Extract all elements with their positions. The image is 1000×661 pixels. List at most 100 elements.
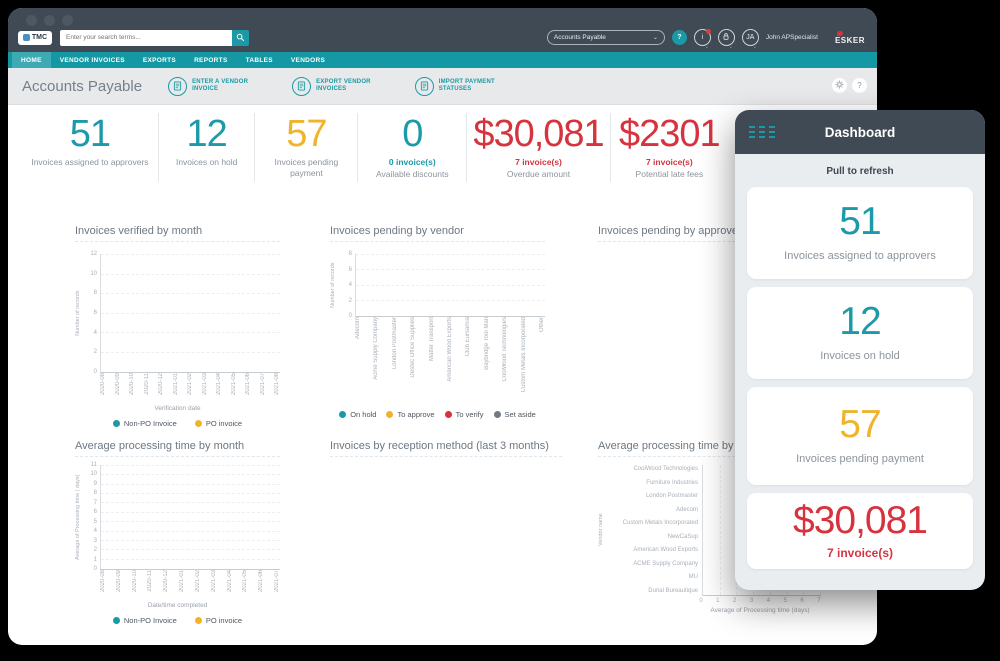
x-axis-label: Average of Processing time (days) — [710, 607, 810, 614]
kpi-item[interactable]: $2301 7 invoice(s) Potential late fees — [611, 113, 728, 182]
kpi-item[interactable]: 0 0 invoice(s) Available discounts — [358, 113, 468, 182]
legend-item: On hold — [339, 410, 376, 419]
action-label: ENTER A VENDOR INVOICE — [192, 78, 249, 93]
dashboard-card[interactable]: 51 Invoices assigned to approvers — [747, 187, 973, 279]
action-bar: Accounts Payable ENTER A VENDOR INVOICE … — [8, 68, 877, 105]
chart-legend: Non-PO Invoice PO invoice — [75, 419, 280, 428]
dashboard-card[interactable]: $30,081 7 invoice(s) — [747, 493, 973, 569]
avatar[interactable]: JA ⌄ — [741, 29, 759, 50]
search-icon — [236, 30, 245, 45]
legend-dot — [112, 420, 120, 427]
x-axis-ticks: 2020-08 2020-09 2020-10 2020-11 2020-12 2021-… — [100, 570, 280, 593]
dashboard-card[interactable]: 57 Invoices pending payment — [747, 387, 973, 485]
y-axis-ticks: 12 10 8 6 4 2 0 — [90, 251, 97, 375]
mobile-panel-body: Pull to refresh 51 Invoices assigned to … — [735, 154, 985, 569]
legend-item: PO invoice — [194, 616, 242, 625]
legend-dot — [339, 411, 347, 418]
kpi-item[interactable]: 57 Invoices pending payment — [255, 113, 359, 182]
kpi-value: 0 — [402, 113, 423, 155]
info-icon: i — [701, 34, 704, 41]
main-nav: HOME VENDOR INVOICES EXPORTS REPORTS TAB… — [8, 52, 877, 68]
card-value: 51 — [839, 200, 881, 244]
kpi-item[interactable]: 51 Invoices assigned to approvers — [22, 113, 159, 182]
dashboard-cards: 51 Invoices assigned to approvers 12 Inv… — [747, 187, 973, 569]
action-label: IMPORT PAYMENT STATUSES — [438, 78, 495, 93]
kpi-label: Available discounts — [375, 168, 449, 179]
kpi-value: 57 — [286, 113, 327, 155]
y-axis-label: Number of records — [75, 290, 81, 337]
invoice-icon — [292, 76, 312, 96]
chevron-down-icon: ⌄ — [752, 44, 757, 50]
legend-item: To approve — [386, 410, 435, 419]
y-axis-label: Average of Processing time ( days) — [75, 474, 81, 561]
chart-legend: Non-PO Invoice PO invoice — [75, 616, 280, 625]
chart-title: Invoices by reception method (last 3 mon… — [330, 440, 562, 457]
avatar-initials: JA — [746, 34, 755, 41]
legend-item: To verify — [444, 410, 484, 419]
kpi-value: 12 — [186, 113, 228, 155]
kpi-value: 51 — [69, 113, 111, 155]
chart-invoices-pending-by-vendor: Invoices pending by vendor Number of rec… — [330, 225, 545, 419]
user-name: John APSpecialist — [765, 34, 818, 41]
app-scope-label: Accounts Payable — [553, 34, 606, 41]
chart-invoices-verified-by-month: Invoices verified by month Number of rec… — [75, 225, 280, 428]
action-button[interactable]: EXPORT VENDOR INVOICES — [292, 76, 371, 96]
notifications-button[interactable]: i ⌄ — [693, 29, 711, 50]
window-control-dot[interactable] — [26, 15, 37, 26]
menu-icon[interactable] — [749, 123, 775, 141]
card-value: 12 — [839, 300, 881, 344]
kpi-sublabel: 7 invoice(s) — [515, 156, 562, 167]
chart-invoices-pending-by-approver: Invoices pending by approver — [598, 225, 860, 242]
legend-item: Non-PO Invoice — [112, 616, 177, 625]
plot-area — [100, 465, 280, 570]
legend-dot — [444, 411, 452, 418]
kpi-label: Invoices assigned to approvers — [31, 156, 149, 167]
app-scope-dropdown[interactable]: Accounts Payable ⌄ — [546, 30, 665, 45]
legend-dot — [194, 617, 202, 624]
action-button[interactable]: ENTER A VENDOR INVOICE — [168, 76, 249, 96]
page-help-button[interactable]: ? — [852, 78, 867, 93]
action-label: EXPORT VENDOR INVOICES — [316, 78, 371, 93]
security-button[interactable]: ⌄ — [717, 29, 735, 50]
x-axis-label: Verification date — [154, 405, 201, 412]
search-input[interactable] — [60, 29, 232, 46]
tab-exports[interactable]: EXPORTS — [142, 56, 177, 64]
kpi-label: Invoices on hold — [175, 156, 238, 167]
tab-reports[interactable]: REPORTS — [194, 56, 228, 64]
chart-title: Invoices pending by approver — [598, 225, 860, 242]
tab-home[interactable]: HOME — [12, 52, 51, 68]
kpi-value: $2301 — [619, 113, 721, 155]
invoice-icon — [414, 76, 434, 96]
invoice-icon — [168, 76, 188, 96]
legend-item: PO invoice — [194, 419, 242, 428]
dashboard-card[interactable]: 12 Invoices on hold — [747, 287, 973, 379]
question-icon: ? — [857, 81, 862, 90]
chart-title: Invoices verified by month — [75, 225, 280, 242]
search-button[interactable] — [232, 29, 249, 46]
legend-dot — [386, 411, 394, 418]
chevron-down-icon: ⌄ — [728, 44, 733, 50]
kpi-item[interactable]: 12 Invoices on hold — [159, 113, 256, 182]
chart-title: Invoices pending by vendor — [330, 225, 545, 242]
tab-tables[interactable]: TABLES — [245, 56, 273, 64]
y-axis-label: Number of records — [330, 262, 336, 309]
card-label: Invoices pending payment — [796, 453, 924, 466]
help-button[interactable]: ? — [671, 30, 687, 45]
y-axis-label: Vendor name — [598, 513, 604, 547]
window-controls — [8, 8, 877, 26]
mobile-dashboard-panel: Dashboard Pull to refresh 51 Invoices as… — [735, 110, 985, 590]
tab-vendor-invoices[interactable]: VENDOR INVOICES — [59, 56, 125, 64]
legend-dot — [493, 411, 501, 418]
settings-button[interactable] — [832, 78, 847, 93]
tmc-logo-icon — [22, 34, 30, 41]
window-control-dot[interactable] — [62, 15, 73, 26]
tab-vendors[interactable]: VENDORS — [290, 56, 326, 64]
esker-flame-icon — [836, 30, 843, 36]
kpi-item[interactable]: $30,081 7 invoice(s) Overdue amount — [467, 113, 611, 182]
window-control-dot[interactable] — [44, 15, 55, 26]
legend-item: Non-PO Invoice — [112, 419, 177, 428]
card-sublabel: 7 invoice(s) — [826, 545, 894, 560]
action-button[interactable]: IMPORT PAYMENT STATUSES — [414, 76, 495, 96]
